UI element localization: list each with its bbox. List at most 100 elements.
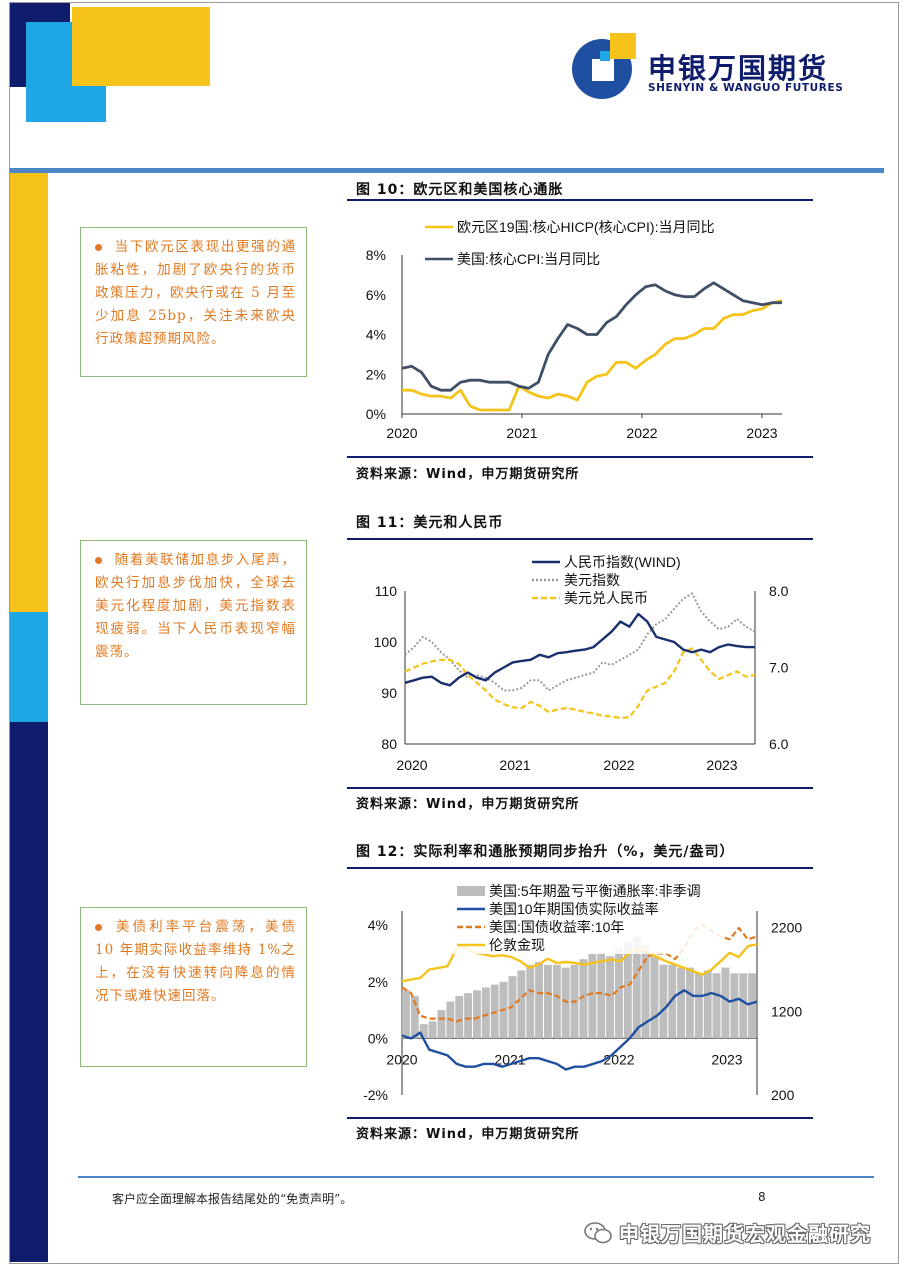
logo-name-en: SHENYIN & WANGUO FUTURES <box>648 82 844 94</box>
y-left-tick-label: 0% <box>368 1030 388 1046</box>
wechat-icon <box>584 1222 612 1244</box>
breakeven-bar <box>615 947 623 1039</box>
y-right-tick-label: 200 <box>771 1087 795 1103</box>
note-3-text: 美债利率平台震荡，美债 10 年期实际收益率维持 1%之上，在没有快速转向降息的… <box>95 919 296 1004</box>
breakeven-bar <box>721 967 730 1039</box>
footer-divider <box>78 1176 874 1178</box>
breakeven-bar <box>597 953 606 1039</box>
header-divider <box>10 168 884 173</box>
y-left-tick-label: 4% <box>368 917 388 933</box>
x-tick-label: 2020 <box>386 425 417 441</box>
legend-item-1-label: 美国:核心CPI:当月同比 <box>457 251 600 267</box>
left-band-gold <box>10 172 48 612</box>
legend-item-2-label: 美国:国债收益率:10年 <box>489 919 624 935</box>
legend-item-0-label: 人民币指数(WIND) <box>564 554 681 570</box>
y-left-tick-label: -2% <box>363 1087 388 1103</box>
figure-12-bottom-rule <box>347 1117 813 1119</box>
breakeven-bar <box>650 956 659 1039</box>
figure-10-bottom-rule <box>347 456 813 458</box>
figure-10-top-rule <box>347 199 813 201</box>
legend-bg <box>453 936 723 954</box>
figure-11-top-rule <box>347 538 813 540</box>
breakeven-bar <box>668 964 677 1039</box>
breakeven-bar <box>481 987 490 1039</box>
legend-item-1-label: 美国10年期国债实际收益率 <box>489 901 659 917</box>
series-line-0 <box>402 299 783 412</box>
series-line-rmb-index <box>404 612 755 687</box>
x-tick-label: 2022 <box>626 425 657 441</box>
note-1-text: 当下欧元区表现出更强的通胀粘性，加剧了欧央行的货币政策压力，欧央行或在 5 月至… <box>95 239 296 347</box>
figure-11-source: 资料来源：Wind，申万期货研究所 <box>356 797 580 812</box>
footer-disclaimer: 客户应全面理解本报告结尾处的“免责声明”。 <box>112 1192 353 1206</box>
y-right-tick-label: 7.0 <box>769 660 789 676</box>
breakeven-bar <box>730 973 739 1039</box>
logo-mark-icon <box>572 33 636 99</box>
y-right-tick-label: 2200 <box>771 920 802 936</box>
y-tick-label: 6% <box>366 287 386 303</box>
breakeven-bar <box>686 967 694 1039</box>
figure-12-chart: -2% 0% 2% 4% 200 1200 2200 2020 2021 2022 2023 美国:5… <box>363 882 802 1103</box>
breakeven-bar <box>473 990 481 1039</box>
note-box-1: 当下欧元区表现出更强的通胀粘性，加剧了欧央行的货币政策压力，欧央行或在 5 月至… <box>80 227 307 377</box>
left-band-navy <box>10 722 48 1262</box>
legend-bg <box>453 918 723 936</box>
y-left-tick-label: 2% <box>368 974 388 990</box>
breakeven-bar <box>659 964 668 1039</box>
legend-item-0-label: 欧元区19国:核心HICP(核心CPI):当月同比 <box>457 219 714 235</box>
y-tick-label: 2% <box>366 366 386 382</box>
y-left-tick-label: 80 <box>381 736 397 752</box>
page-number: 8 <box>758 1190 766 1204</box>
y-left-tick-label: 100 <box>374 634 398 650</box>
figure-10-title: 图 10：欧元区和美国核心通胀 <box>356 182 564 198</box>
breakeven-bar <box>428 1021 437 1039</box>
breakeven-bar <box>544 964 552 1039</box>
figure-12-top-rule <box>347 867 813 869</box>
breakeven-bar <box>419 1024 428 1039</box>
series-line-1 <box>401 281 782 392</box>
bullet-icon <box>95 244 102 251</box>
watermark-text: 申银万国期货宏观金融研究 <box>619 1222 871 1246</box>
header-block-gold <box>72 7 210 86</box>
breakeven-bar <box>455 995 464 1039</box>
left-band-blue <box>10 612 48 722</box>
y-right-tick-label: 8.0 <box>769 583 789 599</box>
breakeven-bar <box>526 964 535 1039</box>
x-tick-label: 2020 <box>386 1051 417 1067</box>
breakeven-bar <box>641 945 650 1039</box>
y-left-tick-label: 90 <box>381 685 397 701</box>
note-2-text: 随着美联储加息步入尾声，欧央行加息步伐加快，全球去美元化程度加剧，美元指数表现疲… <box>95 552 296 660</box>
breakeven-bar <box>561 967 570 1039</box>
y-left-tick-label: 110 <box>375 583 398 599</box>
breakeven-bar <box>748 973 756 1039</box>
x-tick-label: 2020 <box>396 757 427 773</box>
breakeven-bar <box>739 973 748 1039</box>
series-line-usd-index <box>404 592 756 692</box>
figure-11-title: 图 11：美元和人民币 <box>356 515 504 531</box>
breakeven-bar <box>623 942 632 1039</box>
figure-10-chart: 0% 2% 4% 6% 8% 2020 2021 2022 2023 欧元区19国:核心HICP(… <box>366 219 783 441</box>
breakeven-bar <box>410 995 419 1039</box>
y-tick-label: 4% <box>366 327 386 343</box>
y-right-tick-label: 1200 <box>771 1003 802 1019</box>
breakeven-bar <box>464 993 472 1039</box>
x-tick-label: 2022 <box>603 757 634 773</box>
breakeven-bar <box>632 936 641 1039</box>
note-box-2: 随着美联储加息步入尾声，欧央行加息步伐加快，全球去美元化程度加剧，美元指数表现疲… <box>80 540 307 705</box>
y-tick-label: 8% <box>366 247 386 263</box>
breakeven-bar <box>579 959 588 1039</box>
x-tick-label: 2021 <box>506 425 537 441</box>
x-tick-label: 2022 <box>603 1051 634 1067</box>
figure-12-title: 图 12：实际利率和通胀预期同步抬升（%，美元/盎司） <box>356 844 735 860</box>
breakeven-bar <box>517 970 526 1039</box>
legend-bg <box>453 882 723 900</box>
legend-item-3-label: 伦敦金现 <box>489 937 545 953</box>
series-line-usdcny <box>404 647 756 720</box>
series-line-real-yield <box>401 989 758 1071</box>
figure-11-chart: 80 90 100 110 6.0 7.0 8.0 2020 2021 2022 2023 人民币指数… <box>374 554 789 773</box>
bullet-icon <box>95 924 102 931</box>
legend-item-0-swatch <box>457 886 485 896</box>
company-logo: 申银万国期货 SHENYIN & WANGUO FUTURES <box>570 33 844 99</box>
legend-item-2-label: 美元兑人民币 <box>564 590 648 606</box>
legend-bg <box>453 900 723 918</box>
figure-12-source: 资料来源：Wind，申万期货研究所 <box>356 1127 580 1142</box>
